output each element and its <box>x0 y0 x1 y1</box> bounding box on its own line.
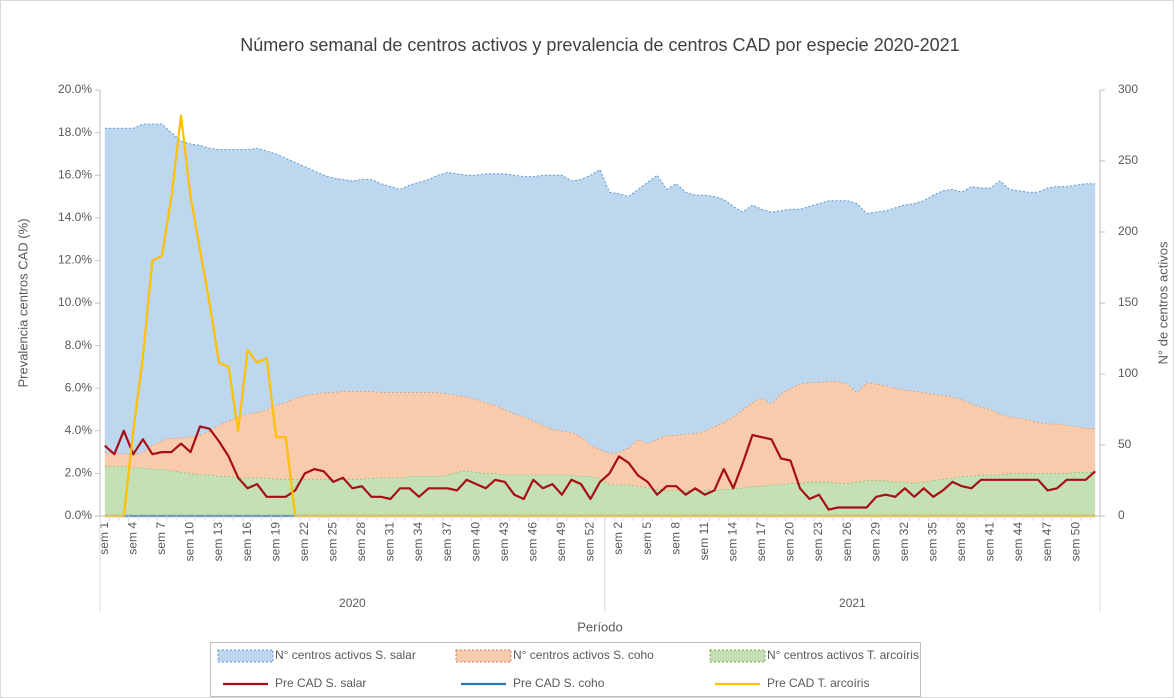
x-tick-label: sem 32 <box>897 522 911 562</box>
line <box>104 425 1096 511</box>
area <box>104 381 1096 491</box>
y2-tick-label: 50 <box>1118 437 1132 451</box>
y-tick-label: 10.0% <box>58 295 92 309</box>
legend-swatch <box>217 649 274 663</box>
x-tick-label: sem 7 <box>154 522 168 555</box>
x-tick-label: sem 13 <box>211 522 225 562</box>
x-tick-label: sem 20 <box>783 522 797 562</box>
y-tick-label: 20.0% <box>58 82 92 96</box>
x-tick-label: sem 1 <box>97 522 111 555</box>
legend-label: N° centros activos S. coho <box>513 648 654 662</box>
chart-title: Número semanal de centros activos y prev… <box>240 35 959 55</box>
x-tick-label: sem 2 <box>611 522 625 555</box>
x-tick-label: sem 50 <box>1068 522 1082 562</box>
x-tick-label: sem 28 <box>354 522 368 562</box>
x-tick-label: sem 25 <box>325 522 339 562</box>
x-tick-label: sem 4 <box>125 522 139 555</box>
group-label: 2021 <box>839 596 866 610</box>
legend-swatch <box>455 649 512 663</box>
area-edge <box>104 123 1096 215</box>
y2-tick-label: 150 <box>1118 295 1138 309</box>
legend-label: N° centros activos S. salar <box>275 648 416 662</box>
area <box>104 466 1096 516</box>
y2-tick-label: 0 <box>1118 508 1125 522</box>
y-tick-label: 2.0% <box>65 466 93 480</box>
legend-label: Pre CAD S. coho <box>513 676 605 690</box>
x-tick-label: sem 10 <box>183 522 197 562</box>
y2-tick-label: 200 <box>1118 224 1138 238</box>
legend-label: Pre CAD T. arcoíris <box>767 676 869 690</box>
x-tick-label: sem 52 <box>583 522 597 562</box>
x-tick-label: sem 31 <box>383 522 397 562</box>
x-tick-label: sem 43 <box>497 522 511 562</box>
y2-tick-label: 300 <box>1118 82 1138 96</box>
y2-axis-label: N° de centros activos <box>1155 241 1170 364</box>
x-tick-label: sem 14 <box>725 522 739 562</box>
y-tick-label: 12.0% <box>58 253 92 267</box>
x-tick-label: sem 34 <box>411 522 425 562</box>
area <box>104 124 1096 455</box>
x-tick-label: sem 8 <box>668 522 682 555</box>
x-tick-label: sem 37 <box>440 522 454 562</box>
y-tick-label: 6.0% <box>65 380 93 394</box>
y-tick-label: 4.0% <box>65 423 93 437</box>
x-tick-label: sem 5 <box>640 522 654 555</box>
x-tick-label: sem 23 <box>811 522 825 562</box>
y-tick-label: 8.0% <box>65 338 93 352</box>
y2-tick-label: 250 <box>1118 153 1138 167</box>
y-axis-label: Prevalencia centros CAD (%) <box>15 218 30 387</box>
legend-label: N° centros activos T. arcoíris <box>767 648 919 662</box>
x-tick-label: sem 35 <box>925 522 939 562</box>
x-tick-label: sem 17 <box>754 522 768 562</box>
legend-box <box>210 642 921 697</box>
x-tick-label: sem 16 <box>240 522 254 562</box>
x-tick-label: sem 46 <box>525 522 539 562</box>
legend-swatch <box>709 649 766 663</box>
x-tick-label: sem 19 <box>268 522 282 562</box>
y-tick-label: 14.0% <box>58 210 92 224</box>
x-tick-label: sem 26 <box>840 522 854 562</box>
y-tick-label: 16.0% <box>58 167 92 181</box>
x-tick-label: sem 38 <box>954 522 968 562</box>
x-tick-label: sem 49 <box>554 522 568 562</box>
x-axis-label: Período <box>577 619 623 634</box>
x-tick-label: sem 47 <box>1040 522 1054 562</box>
x-tick-label: sem 44 <box>1011 522 1025 562</box>
x-tick-label: sem 41 <box>983 522 997 562</box>
x-tick-label: sem 29 <box>868 522 882 562</box>
group-label: 2020 <box>339 596 366 610</box>
y-tick-label: 18.0% <box>58 125 92 139</box>
y2-tick-label: 100 <box>1118 366 1138 380</box>
x-tick-label: sem 40 <box>468 522 482 562</box>
legend-label: Pre CAD S. salar <box>275 676 366 690</box>
y-tick-label: 0.0% <box>65 508 93 522</box>
x-tick-label: sem 22 <box>297 522 311 562</box>
x-tick-label: sem 11 <box>697 522 711 561</box>
